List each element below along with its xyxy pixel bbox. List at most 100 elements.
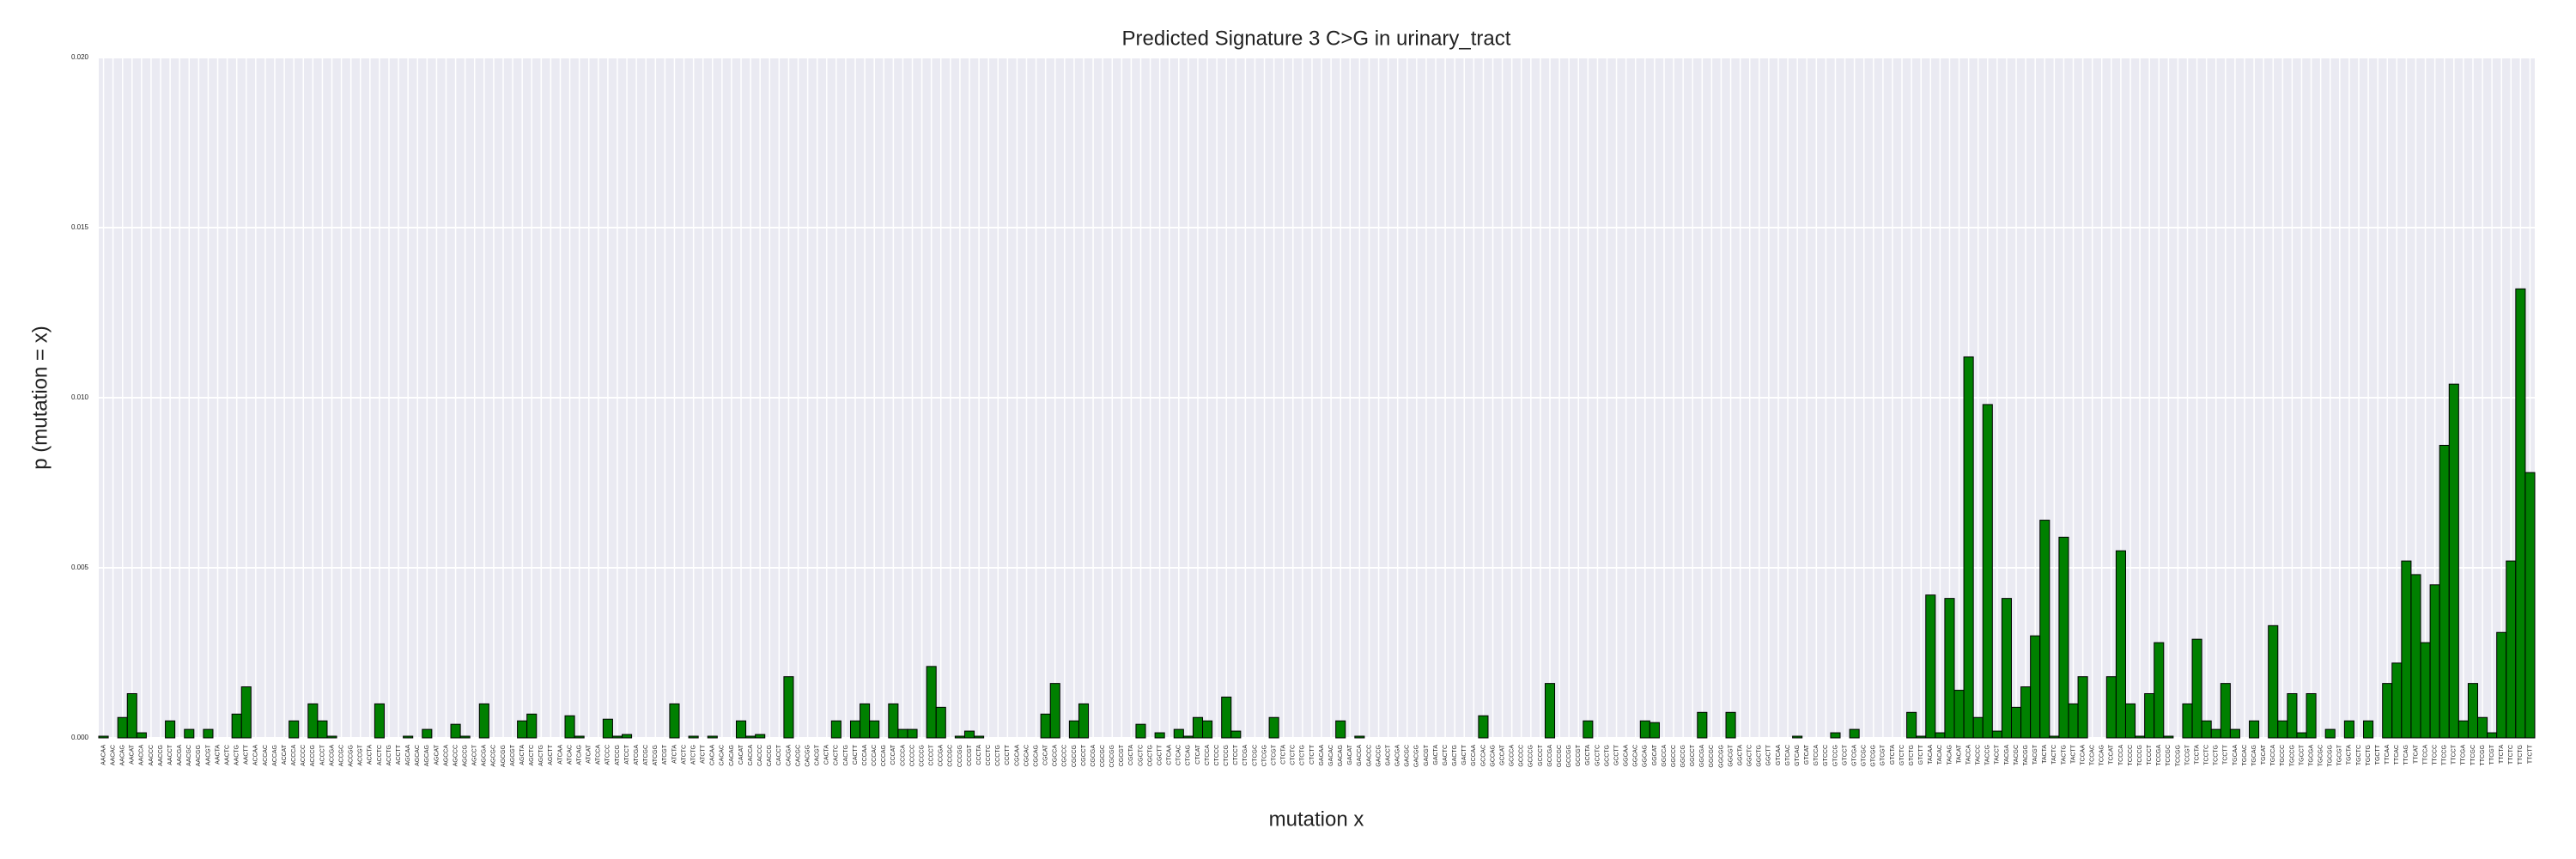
x-tick-label: GCCTC bbox=[1595, 745, 1601, 766]
x-tick-label: GGCTA bbox=[1737, 745, 1743, 766]
x-tick-label: AACCC bbox=[149, 745, 155, 766]
x-tick-label: ATCAC bbox=[567, 745, 573, 765]
x-tick-label: TGCCA bbox=[2270, 745, 2276, 766]
x-tick-label: CCCAC bbox=[872, 745, 878, 766]
x-tick-label: ATCCT bbox=[624, 744, 630, 765]
bar bbox=[669, 703, 680, 739]
bar bbox=[2191, 638, 2202, 739]
x-tick-label: TGCAC bbox=[2242, 745, 2248, 766]
bar bbox=[1192, 716, 1204, 739]
x-tick-label: CCCCT bbox=[929, 744, 935, 765]
x-tick-label: CTCCA bbox=[1205, 745, 1211, 765]
x-tick-label: ACCAT bbox=[282, 744, 288, 765]
bar bbox=[1078, 703, 1090, 739]
bar bbox=[755, 734, 766, 739]
x-tick-label: TGCGT bbox=[2337, 744, 2343, 765]
x-tick-label: GACGC bbox=[1405, 745, 1411, 767]
x-tick-label: CGCCA bbox=[1053, 745, 1059, 767]
x-tick-label: CCCAA bbox=[862, 745, 868, 766]
bar bbox=[1583, 720, 1594, 739]
x-tick-label: TTCGT bbox=[2489, 744, 2495, 765]
bar bbox=[1792, 735, 1803, 739]
x-tick-label: ATCAA bbox=[557, 745, 563, 765]
bar bbox=[1049, 683, 1060, 739]
bar bbox=[2420, 642, 2431, 739]
x-tick-label: GCCCG bbox=[1528, 745, 1534, 767]
bar bbox=[830, 720, 841, 739]
bar bbox=[1725, 711, 1736, 739]
x-tick-label: CGCCT bbox=[1081, 744, 1087, 766]
x-tick-label: ACCAC bbox=[263, 745, 269, 766]
x-tick-label: AGCCA bbox=[443, 745, 449, 766]
x-tick-label: TTCAC bbox=[2394, 745, 2400, 765]
x-tick-label: GGCTC bbox=[1747, 745, 1753, 766]
x-tick-label: CTCCT bbox=[1233, 744, 1239, 765]
x-tick-label: ATCTT bbox=[701, 744, 707, 764]
x-tick-label: GTCGG bbox=[1871, 745, 1877, 767]
x-tick-label: GCCAG bbox=[1490, 745, 1496, 767]
bar bbox=[1068, 720, 1079, 739]
x-tick-label: ATCGA bbox=[634, 745, 640, 765]
x-tick-label: AGCGC bbox=[491, 745, 497, 767]
x-tick-label: ACCGA bbox=[329, 745, 335, 766]
bar bbox=[403, 735, 414, 739]
x-tick-label: AGCAT bbox=[434, 744, 440, 765]
bar bbox=[2391, 662, 2403, 739]
x-tick-label: GACCA bbox=[1357, 745, 1363, 766]
x-tick-label: CACGG bbox=[805, 745, 811, 767]
x-tick-label: TGCAG bbox=[2251, 745, 2257, 766]
bar bbox=[897, 728, 908, 739]
bar bbox=[2105, 676, 2117, 739]
x-tick-label: AGCCC bbox=[453, 745, 459, 766]
x-tick-label: TTCCG bbox=[2442, 745, 2448, 765]
x-tick-label: TACTG bbox=[2061, 745, 2067, 765]
bar bbox=[1173, 728, 1184, 739]
x-tick-label: TACTA bbox=[2042, 745, 2048, 764]
x-tick-label: ACCAG bbox=[272, 745, 278, 766]
bar bbox=[98, 735, 109, 739]
x-tick-label: GACAG bbox=[1338, 745, 1344, 766]
x-tick-label: CCCTC bbox=[986, 745, 992, 766]
x-tick-label: CTCAT bbox=[1195, 744, 1201, 765]
bar bbox=[184, 728, 195, 739]
x-tick-label: TACCG bbox=[1985, 745, 1991, 765]
bar bbox=[2382, 683, 2393, 739]
bar bbox=[2448, 383, 2459, 739]
x-tick-label: GACGA bbox=[1395, 745, 1401, 767]
x-tick-label: CACCT bbox=[776, 744, 782, 765]
x-tick-label: CGCTT bbox=[1157, 744, 1163, 765]
x-tick-label: CACGT bbox=[815, 744, 821, 765]
x-tick-label: CCCGA bbox=[939, 745, 945, 767]
x-tick-label: CTCGG bbox=[1261, 745, 1267, 766]
bar bbox=[2306, 693, 2317, 739]
x-tick-label: GTCCC bbox=[1823, 745, 1829, 766]
x-tick-label: CTCTC bbox=[1291, 745, 1297, 765]
x-tick-label: TGCAT bbox=[2261, 744, 2267, 765]
x-tick-label: TCCCT bbox=[2147, 744, 2153, 765]
x-tick-label: GTCCT bbox=[1842, 744, 1848, 765]
bar bbox=[240, 686, 252, 739]
x-tick-label: CTCAC bbox=[1176, 745, 1182, 765]
x-tick-label: TGCGG bbox=[2328, 745, 2334, 767]
x-tick-label: ACCCT bbox=[319, 744, 325, 765]
x-tick-label: ACCCA bbox=[291, 745, 297, 766]
bar bbox=[1639, 720, 1650, 739]
x-tick-label: TGCGA bbox=[2308, 745, 2314, 766]
bar bbox=[2268, 624, 2279, 739]
bar bbox=[1963, 356, 1974, 739]
x-tick-label: GACAA bbox=[1319, 745, 1325, 766]
bar bbox=[1354, 735, 1365, 739]
bar bbox=[2401, 560, 2412, 739]
bar bbox=[963, 730, 975, 739]
x-tick-label: AGCAG bbox=[424, 745, 430, 766]
x-tick-label: CACGA bbox=[786, 745, 792, 766]
x-tick-label: AACTT bbox=[244, 744, 250, 765]
x-tick-label: AGCCT bbox=[472, 744, 478, 765]
x-tick-label: GACTA bbox=[1433, 745, 1439, 765]
x-tick-label: GACGT bbox=[1424, 744, 1430, 766]
x-tick-label: CACAT bbox=[738, 744, 744, 765]
x-tick-label: GCCGA bbox=[1547, 745, 1553, 767]
bar bbox=[574, 735, 585, 739]
x-tick-label: CGCCG bbox=[1072, 745, 1078, 767]
